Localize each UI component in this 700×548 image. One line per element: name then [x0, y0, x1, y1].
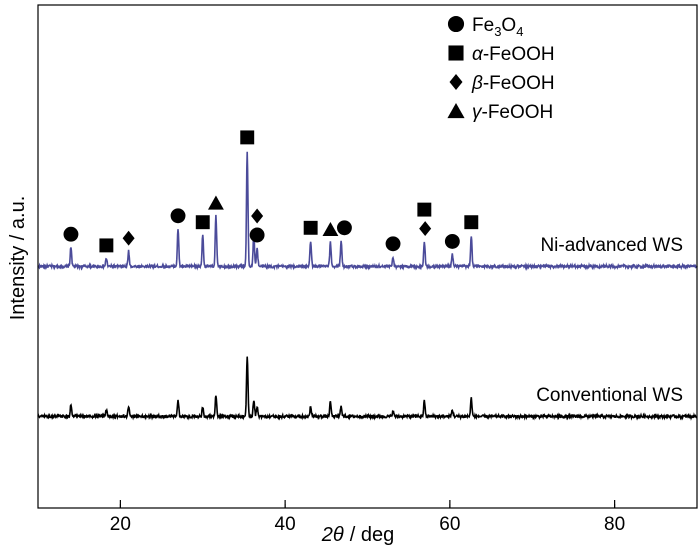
- phase-marker-triangle: [322, 221, 339, 236]
- series-0: Ni-advanced WS: [37, 151, 698, 271]
- phase-marker-square: [240, 130, 255, 145]
- x-tick-label: 40: [275, 514, 296, 535]
- legend-marker-circle: [447, 15, 465, 33]
- phase-marker-square: [464, 215, 479, 230]
- series-label: Ni-advanced WS: [540, 235, 683, 256]
- x-tick-label: 20: [110, 514, 131, 535]
- plot-frame: [37, 4, 698, 509]
- x-tick-label: 60: [439, 514, 460, 535]
- phase-marker-circle: [444, 233, 460, 249]
- phase-marker-diamond: [419, 221, 432, 237]
- phase-marker-diamond: [251, 208, 264, 224]
- phase-marker-circle: [170, 208, 186, 224]
- legend-marker-square: [448, 45, 464, 61]
- legend: Fe3O4 α-FeOOH β-FeOOH γ-FeOOH: [447, 15, 555, 123]
- phase-marker-square: [99, 238, 114, 253]
- phase-marker-circle: [385, 236, 401, 252]
- axes: 20 40 60 80: [37, 4, 698, 535]
- legend-marker-diamond: [449, 73, 463, 91]
- x-tick-label: 80: [604, 514, 625, 535]
- legend-label: γ-FeOOH: [472, 102, 553, 123]
- phase-marker-layer: [63, 130, 479, 253]
- phase-marker-circle: [336, 220, 352, 236]
- phase-marker-diamond: [122, 230, 135, 246]
- phase-marker-triangle: [208, 195, 224, 210]
- x-axis-symbol: 2θ: [321, 524, 344, 546]
- phase-marker-circle: [63, 226, 79, 242]
- legend-label: β-FeOOH: [471, 73, 555, 94]
- phase-marker-circle: [249, 227, 265, 243]
- series-label: Conventional WS: [536, 385, 683, 406]
- phase-marker-square: [195, 215, 210, 230]
- series-line: [37, 151, 698, 271]
- legend-label: α-FeOOH: [472, 44, 555, 65]
- series-1: Conventional WS: [37, 356, 698, 421]
- x-axis-unit: / deg: [350, 524, 394, 546]
- x-axis-label: 2θ / deg: [321, 524, 394, 546]
- phase-marker-square: [417, 202, 432, 217]
- legend-label: Fe3O4: [472, 15, 523, 39]
- series-layer: Ni-advanced WS Conventional WS: [37, 151, 698, 421]
- phase-marker-square: [303, 220, 318, 235]
- legend-marker-triangle: [447, 102, 465, 119]
- y-axis-label: Intensity / a.u.: [7, 196, 29, 321]
- series-line: [37, 356, 698, 421]
